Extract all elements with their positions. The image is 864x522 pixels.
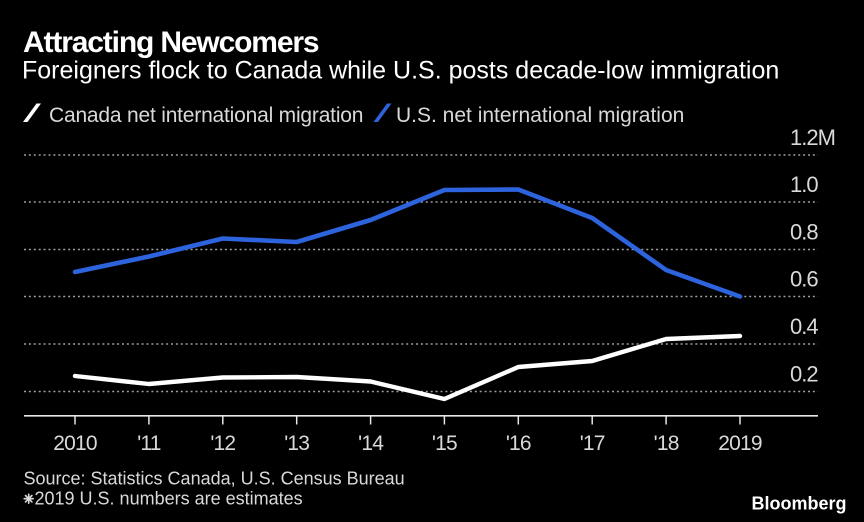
svg-text:1.0: 1.0 bbox=[790, 172, 818, 197]
svg-text:0.6: 0.6 bbox=[790, 266, 818, 291]
svg-text:0.8: 0.8 bbox=[790, 219, 818, 244]
svg-text:'18: '18 bbox=[654, 432, 679, 455]
svg-text:1.2M: 1.2M bbox=[790, 125, 835, 150]
svg-text:2019: 2019 bbox=[718, 432, 762, 455]
svg-text:Attracting Newcomers: Attracting Newcomers bbox=[23, 26, 319, 59]
svg-text:Source: Statistics Canada, U.S: Source: Statistics Canada, U.S. Census B… bbox=[24, 469, 405, 489]
svg-text:'15: '15 bbox=[432, 432, 457, 455]
svg-text:'12: '12 bbox=[210, 432, 235, 455]
svg-text:0.4: 0.4 bbox=[790, 314, 818, 339]
svg-text:'14: '14 bbox=[358, 432, 384, 455]
svg-text:0.2: 0.2 bbox=[790, 361, 818, 386]
svg-text:U.S. net international migrati: U.S. net international migration bbox=[396, 104, 684, 127]
svg-text:'13: '13 bbox=[284, 432, 309, 455]
svg-text:Foreigners flock to Canada whi: Foreigners flock to Canada while U.S. po… bbox=[22, 57, 779, 85]
svg-text:'16: '16 bbox=[506, 432, 531, 455]
svg-text:2010: 2010 bbox=[53, 432, 97, 455]
svg-text:Canada net international migra: Canada net international migration bbox=[49, 104, 363, 127]
svg-text:'11: '11 bbox=[137, 432, 161, 455]
svg-text:'17: '17 bbox=[580, 432, 605, 455]
svg-text:2019 U.S. numbers are estimate: 2019 U.S. numbers are estimates bbox=[35, 489, 303, 509]
svg-text:Bloomberg: Bloomberg bbox=[751, 494, 846, 514]
